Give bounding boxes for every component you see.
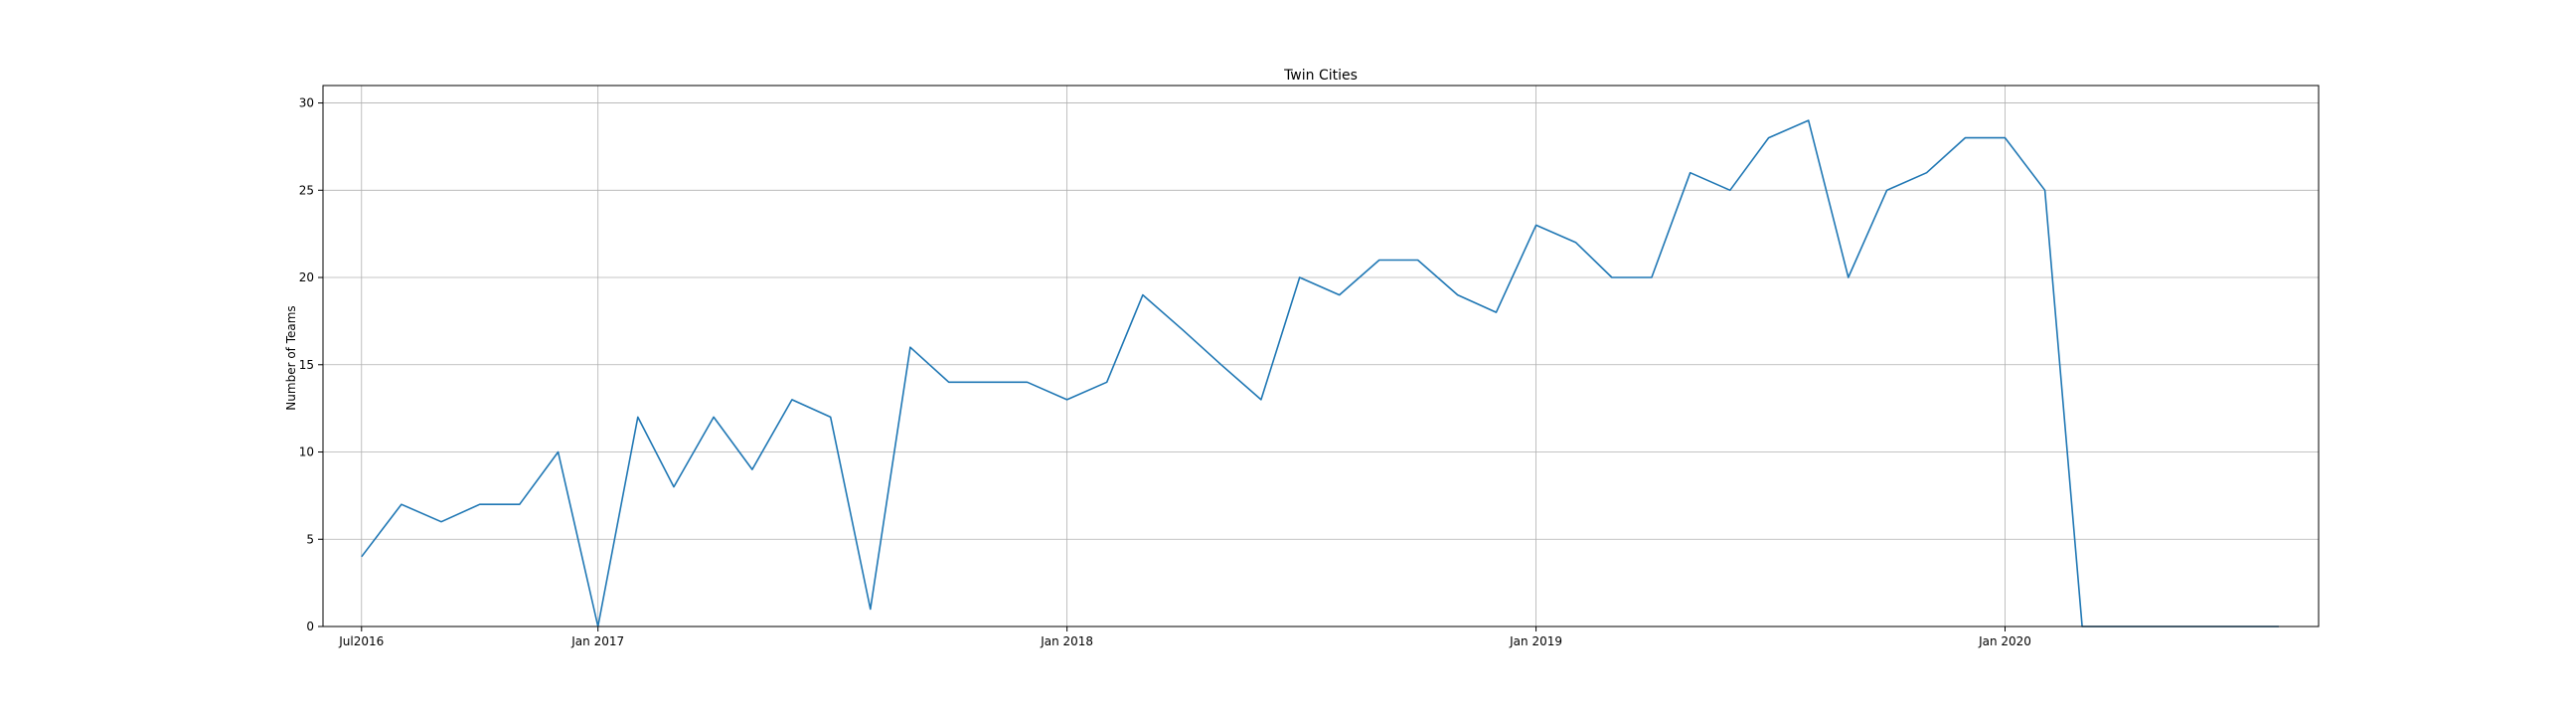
grid-lines — [323, 86, 2319, 627]
data-point — [1964, 137, 1966, 139]
data-point — [1066, 399, 1068, 401]
data-point — [1848, 276, 1850, 278]
y-tick-label: 5 — [306, 532, 314, 546]
data-point — [1220, 364, 1222, 366]
data-point — [751, 468, 753, 470]
data-point — [1886, 189, 1888, 191]
data-point — [1182, 329, 1184, 331]
x-tick-label: Jan 2018 — [1040, 634, 1093, 648]
data-point — [1611, 276, 1613, 278]
y-tick-label: 10 — [299, 446, 314, 459]
data-point — [361, 556, 363, 558]
x-tick-label: Jan 2017 — [570, 634, 624, 648]
data-point — [1027, 381, 1029, 383]
data-point — [988, 381, 990, 383]
data-point — [870, 608, 872, 610]
x-axis-ticks: Jul2016 Jan 2017 Jan 2018 Jan 2019 Jan 2020 — [338, 626, 2031, 648]
data-point — [1575, 242, 1577, 244]
data-point — [1378, 259, 1380, 261]
data-point — [909, 346, 911, 348]
data-point — [1808, 119, 1810, 121]
data-point — [1535, 224, 1537, 226]
data-point — [1339, 294, 1341, 296]
x-tick-label: Jan 2019 — [1509, 634, 1562, 648]
data-point — [1260, 399, 1262, 401]
data-point — [791, 399, 793, 401]
data-point — [1495, 311, 1497, 313]
data-point — [2005, 137, 2007, 139]
x-tick-label: Jan 2020 — [1978, 634, 2031, 648]
x-tick-label: Jul2016 — [338, 634, 384, 648]
data-point — [1690, 172, 1691, 174]
data-point — [1142, 294, 1144, 296]
data-point — [1768, 137, 1770, 139]
y-tick-label: 15 — [299, 358, 314, 372]
y-tick-label: 25 — [299, 183, 314, 197]
data-point — [1299, 276, 1301, 278]
data-point — [1926, 172, 1928, 174]
data-point — [401, 503, 402, 505]
chart-title: Twin Cities — [1283, 68, 1358, 84]
data-point — [1417, 259, 1419, 261]
series-layer — [361, 119, 2279, 627]
data-point — [2044, 189, 2046, 191]
plot-frame — [322, 85, 2320, 627]
data-point — [713, 416, 715, 418]
data-point — [830, 416, 832, 418]
y-axis-label: Number of Teams — [284, 305, 298, 410]
data-point — [519, 503, 521, 505]
data-point — [673, 486, 675, 488]
data-point — [1729, 189, 1731, 191]
y-axis-ticks: 0 5 10 15 20 25 30 — [299, 96, 323, 633]
data-point — [558, 451, 560, 453]
y-tick-label: 20 — [299, 270, 314, 284]
data-point — [1106, 381, 1108, 383]
series-line — [361, 119, 2279, 627]
data-point — [637, 416, 639, 418]
data-point — [440, 521, 442, 523]
data-point — [1457, 294, 1459, 296]
data-point — [1651, 276, 1653, 278]
data-point — [479, 503, 481, 505]
y-tick-label: 0 — [306, 620, 314, 633]
y-tick-label: 30 — [299, 96, 314, 110]
data-point — [948, 381, 950, 383]
